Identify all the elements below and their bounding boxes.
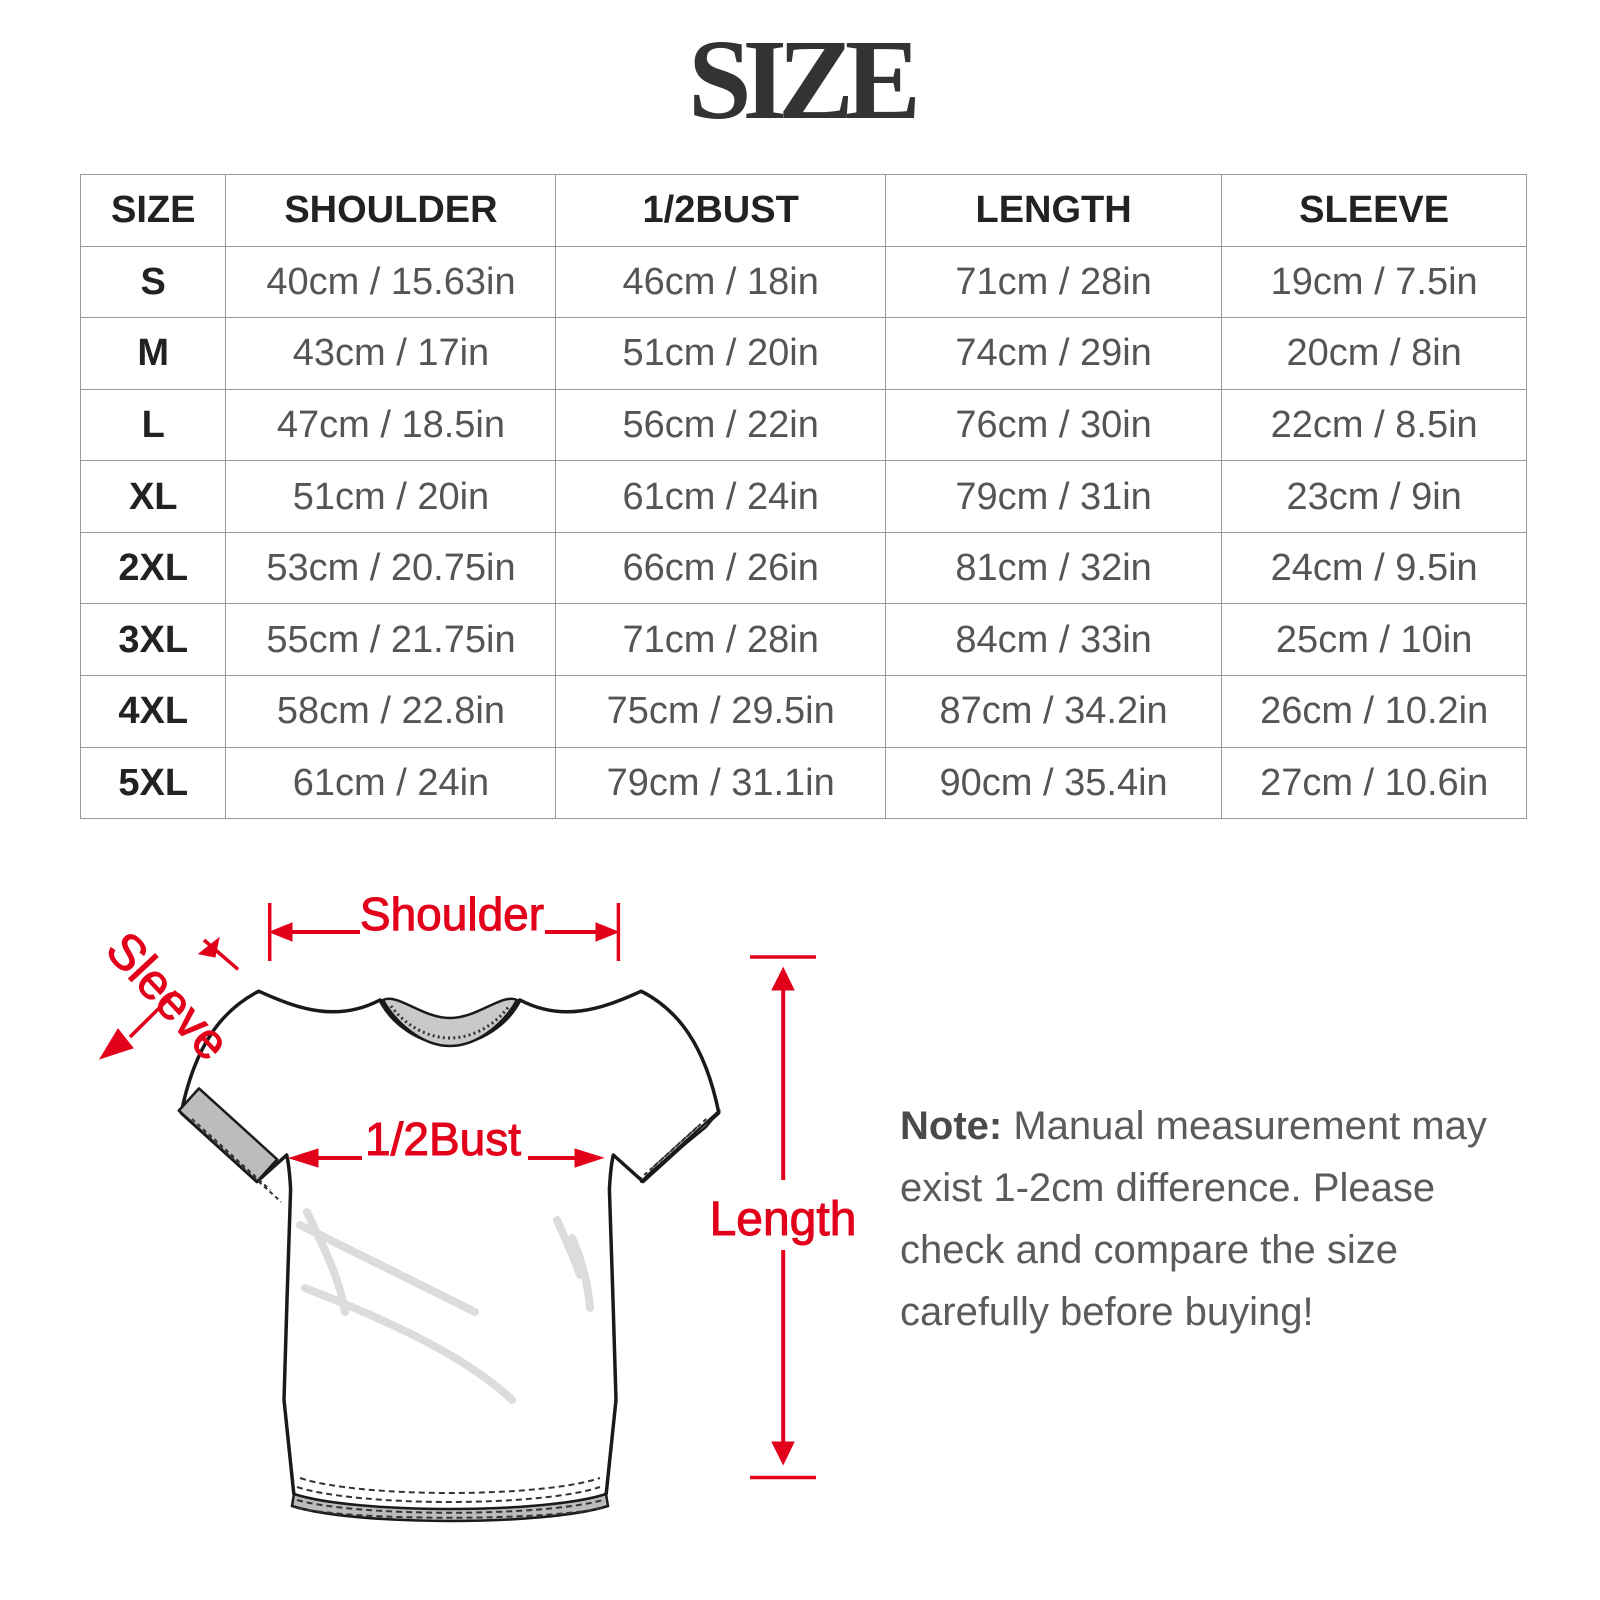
- svg-text:Shoulder: Shoulder: [360, 888, 544, 940]
- svg-text:Length: Length: [710, 1193, 857, 1246]
- svg-text:1/2Bust: 1/2Bust: [365, 1113, 521, 1165]
